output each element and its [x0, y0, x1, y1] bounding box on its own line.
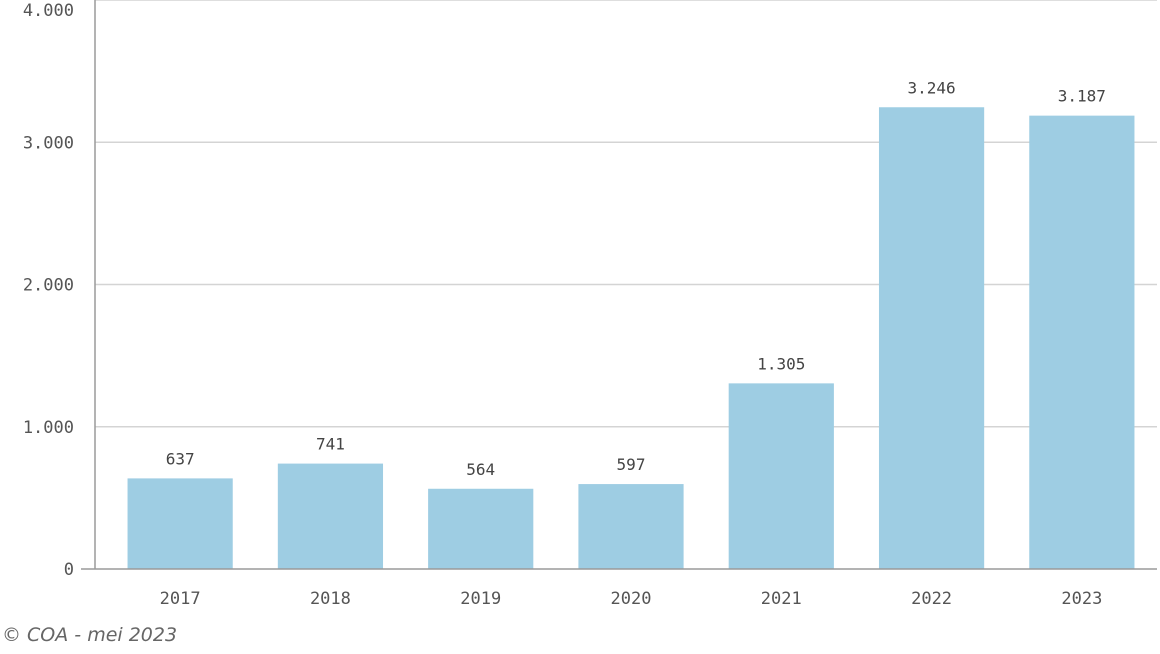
gridlines	[95, 0, 1157, 428]
x-tick-label: 2021	[761, 589, 802, 609]
bar	[127, 478, 233, 569]
x-tick-label: 2023	[1061, 589, 1102, 609]
x-tick-label: 2022	[911, 589, 952, 609]
y-tick-label: 1.000	[23, 418, 74, 438]
labels: 0 1.000 2.000 3.000 4.000 637 2017 741 2018 564 20…	[23, 1, 1106, 609]
y-tick-label: 4.000	[23, 1, 74, 21]
bars	[127, 107, 1135, 570]
data-label: 637	[166, 449, 195, 468]
data-label: 597	[617, 455, 646, 474]
axes	[81, 0, 1157, 570]
data-label: 1.305	[757, 354, 805, 373]
bar	[878, 107, 985, 569]
source-credit: © COA - mei 2023	[2, 624, 178, 646]
bar	[277, 463, 384, 569]
y-tick-label: 0	[64, 560, 74, 580]
data-label: 3.187	[1058, 87, 1106, 106]
bar	[428, 488, 534, 569]
x-tick-label: 2019	[460, 589, 501, 609]
data-label: 3.246	[907, 78, 955, 97]
y-tick-label: 3.000	[23, 133, 74, 153]
data-label: 741	[316, 435, 345, 454]
x-tick-label: 2020	[611, 589, 652, 609]
bar	[728, 383, 834, 569]
data-label: 564	[466, 460, 495, 479]
x-tick-label: 2018	[310, 589, 351, 609]
bar	[1029, 115, 1135, 570]
bar	[578, 484, 684, 569]
x-tick-label: 2017	[160, 589, 201, 609]
y-tick-label: 2.000	[23, 276, 74, 296]
